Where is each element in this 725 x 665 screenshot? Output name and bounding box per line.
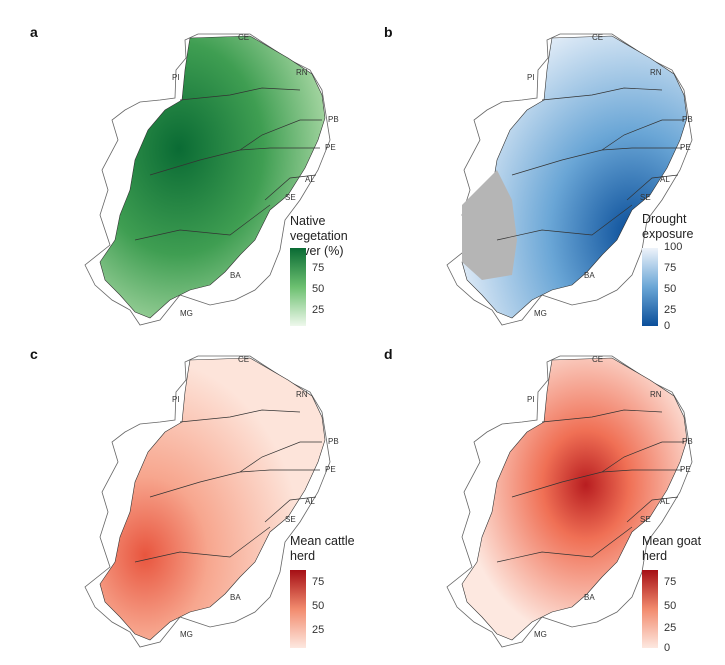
state-label-rn: RN [296,390,308,399]
legend-title: Mean cattle herd [290,534,355,563]
legend-tick: 50 [312,600,325,612]
panel-a: a CE PI RN PB PE AL SE BA MG Native vege… [0,0,362,332]
state-label-mg: MG [180,630,193,639]
panel-label: b [384,24,393,40]
state-label-mg: MG [534,630,547,639]
state-label-mg: MG [180,309,193,318]
map-svg: CE PI RN PB PE AL SE BA MG [84,355,339,648]
legend-tick: 25 [312,624,325,636]
state-label-mg: MG [534,309,547,318]
state-borders [134,409,322,563]
state-borders [496,409,684,563]
state-label-pe: PE [325,143,336,152]
state-label-rn: RN [650,390,662,399]
missing-data-area [462,170,517,280]
state-label-ce: CE [592,33,603,42]
state-label-se: SE [285,515,296,524]
map-svg: CE PI RN PB PE AL SE BA MG [446,33,693,326]
legend-tick: 50 [312,283,325,295]
state-label-pi: PI [172,73,180,82]
state-label-pe: PE [680,143,691,152]
panel-label: a [30,24,38,40]
legend-colorbar [290,248,306,326]
legend-tick: 25 [664,304,677,316]
legend-tick: 100 [664,241,683,253]
legend-tick: 0 [664,642,671,654]
legend-tick: 50 [664,283,677,295]
panel-c: c CE PI RN PB PE AL SE BA MG Mean cattle… [0,332,362,664]
study-area [461,357,688,641]
state-label-pb: PB [328,437,339,446]
legend-tick: 75 [664,262,677,274]
state-label-pe: PE [325,465,336,474]
state-label-ce: CE [238,33,249,42]
state-label-ba: BA [584,593,595,602]
state-label-al: AL [305,175,315,184]
legend-colorbar [642,570,658,648]
legend-tick: 75 [664,576,677,588]
legend-tick: 25 [312,304,325,316]
map-svg: CE PI RN PB PE AL SE BA MG [446,355,693,648]
state-label-pi: PI [172,395,180,404]
state-borders [134,87,322,241]
state-label-pb: PB [682,115,693,124]
state-borders [496,87,684,241]
state-label-rn: RN [296,68,308,77]
state-label-ba: BA [230,593,241,602]
panel-d: d CE PI RN PB PE AL SE BA MG Mean goat h… [362,332,724,664]
legend-tick: 75 [312,262,325,274]
state-label-se: SE [285,193,296,202]
legend-title: Drought exposure [642,212,694,241]
state-label-pb: PB [328,115,339,124]
panel-label: d [384,346,393,362]
state-label-ce: CE [592,355,603,364]
state-label-al: AL [660,497,670,506]
study-area [461,35,688,319]
state-label-se: SE [640,193,651,202]
legend-title: Mean goat herd [642,534,702,563]
state-label-al: AL [660,175,670,184]
panel-b: b CE PI RN PB PE AL SE BA MG Drought exp… [362,0,724,332]
legend-tick: 0 [664,320,671,332]
state-label-pe: PE [680,465,691,474]
map-svg: CE PI RN PB PE AL SE BA MG [84,33,339,326]
study-area [99,357,326,641]
state-label-pi: PI [527,395,535,404]
panel-label: c [30,346,38,362]
state-label-al: AL [305,497,315,506]
state-label-pb: PB [682,437,693,446]
state-label-pi: PI [527,73,535,82]
state-label-ce: CE [238,355,249,364]
state-label-rn: RN [650,68,662,77]
legend-colorbar [642,248,658,326]
legend-tick: 25 [664,622,677,634]
state-label-ba: BA [584,271,595,280]
study-area [99,35,326,319]
state-label-ba: BA [230,271,241,280]
legend-tick: 75 [312,576,325,588]
state-label-se: SE [640,515,651,524]
legend-tick: 50 [664,600,677,612]
legend-colorbar [290,570,306,648]
